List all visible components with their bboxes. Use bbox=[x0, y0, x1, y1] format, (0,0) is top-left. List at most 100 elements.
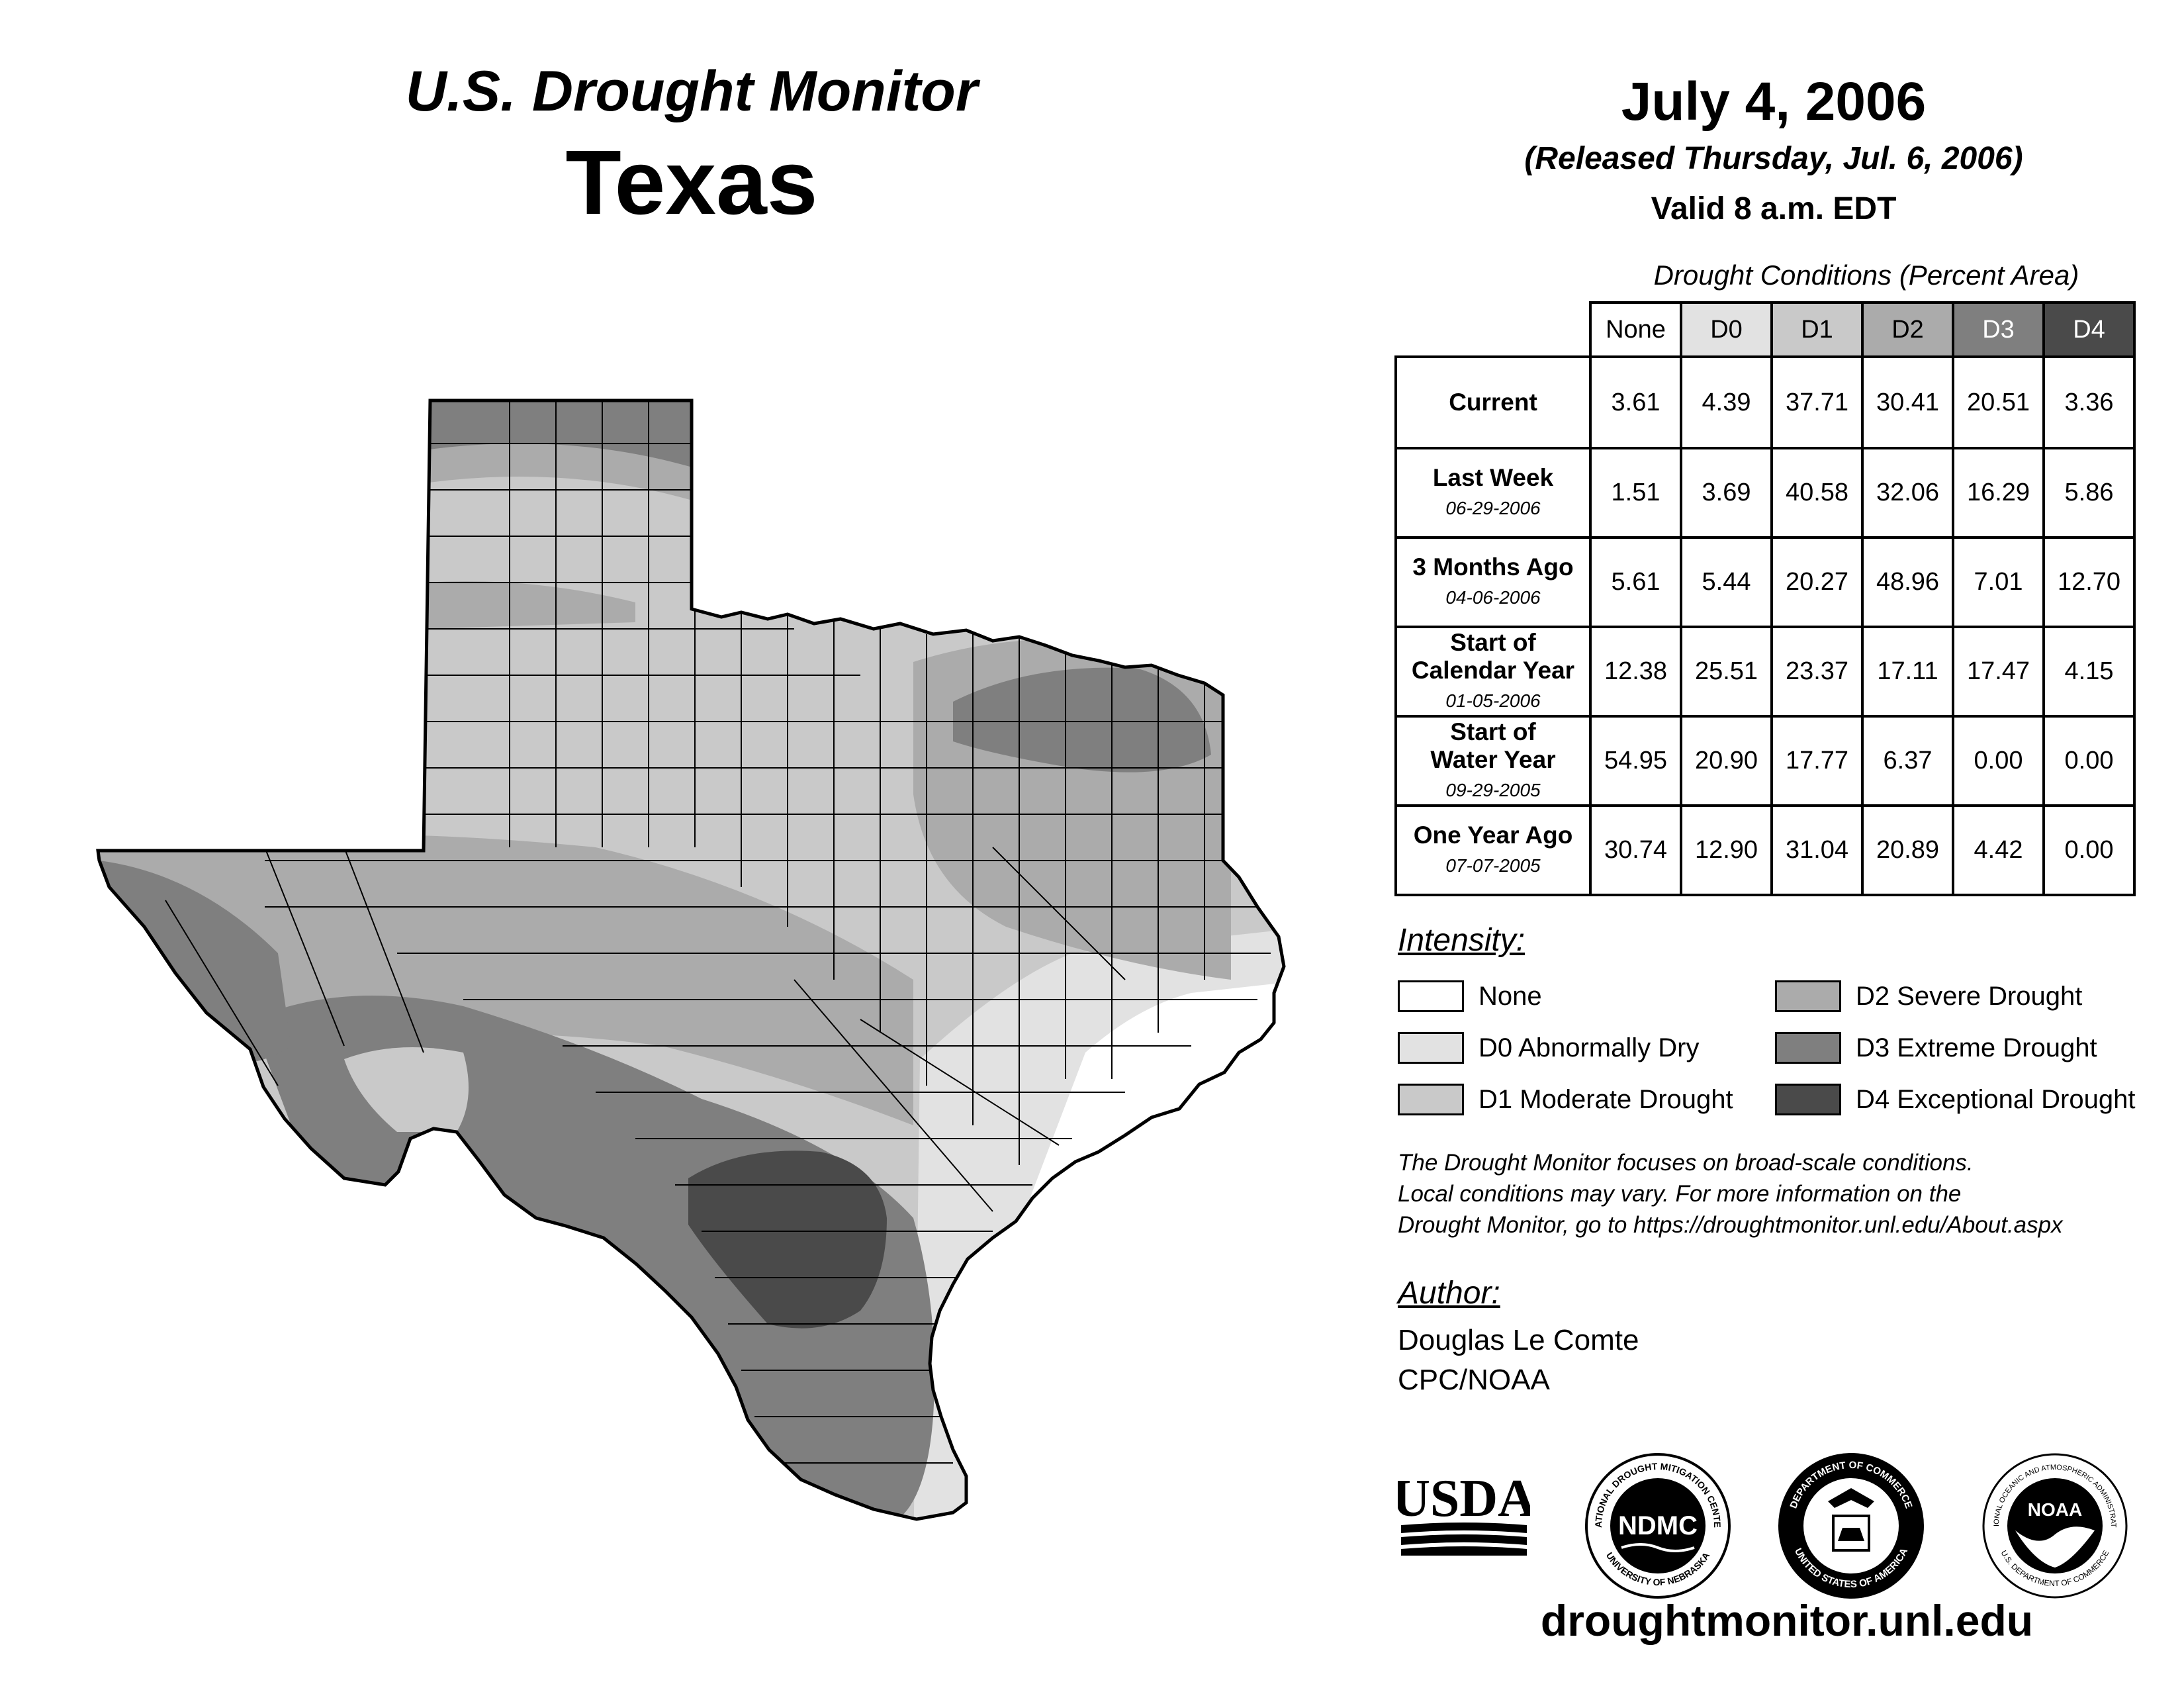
table-cell: 1.51 bbox=[1589, 447, 1682, 539]
legend-item-d2: D2 Severe Drought bbox=[1775, 978, 2082, 1014]
table-cell: 30.74 bbox=[1589, 804, 1682, 896]
author-name: Douglas Le Comte bbox=[1398, 1324, 1639, 1356]
table-cell: 37.71 bbox=[1770, 355, 1864, 449]
release-date: (Released Thursday, Jul. 6, 2006) bbox=[1524, 141, 2023, 176]
table-cell: 20.90 bbox=[1680, 715, 1773, 807]
table-cell: 6.37 bbox=[1861, 715, 1954, 807]
table-cell: 3.69 bbox=[1680, 447, 1773, 539]
legend-swatch bbox=[1775, 1084, 1841, 1115]
website-url: droughtmonitor.unl.edu bbox=[1540, 1596, 2034, 1645]
table-row-water-year: Start of Water Year 09-29-2005 54.95 20.90… bbox=[1394, 715, 2136, 807]
noaa-logo: NATIONAL OCEANIC AND ATMOSPHERIC ADMINIS… bbox=[1976, 1444, 2131, 1605]
table-header-row: None D0 D1 D2 D3 D4 bbox=[1396, 301, 2136, 358]
table-cell: 5.61 bbox=[1589, 536, 1682, 628]
row-label: Last Week 06-29-2006 bbox=[1394, 447, 1592, 539]
col-header-d3: D3 bbox=[1952, 301, 2045, 358]
texas-drought-map bbox=[0, 384, 1324, 1562]
legend-title: Intensity: bbox=[1398, 923, 1525, 958]
table-cell: 54.95 bbox=[1589, 715, 1682, 807]
table-cell: 25.51 bbox=[1680, 626, 1773, 718]
table-cell: 12.90 bbox=[1680, 804, 1773, 896]
row-label: Current bbox=[1394, 355, 1592, 449]
table-cell: 17.77 bbox=[1770, 715, 1864, 807]
author-title: Author: bbox=[1398, 1276, 1500, 1311]
table-cell: 0.00 bbox=[1952, 715, 2045, 807]
region-title: Texas bbox=[565, 132, 818, 234]
table-cell: 12.70 bbox=[2042, 536, 2136, 628]
stats-caption: Drought Conditions (Percent Area) bbox=[1653, 259, 2079, 291]
table-cell: 40.58 bbox=[1770, 447, 1864, 539]
table-row-one-year-ago: One Year Ago 07-07-2005 30.74 12.90 31.04… bbox=[1394, 804, 2136, 896]
county-lines-vertical bbox=[509, 400, 1205, 1165]
svg-text:NDMC: NDMC bbox=[1618, 1511, 1698, 1540]
table-row-3-months-ago: 3 Months Ago 04-06-2006 5.61 5.44 20.27 4… bbox=[1394, 536, 2136, 628]
col-header-d1: D1 bbox=[1770, 301, 1864, 358]
ndmc-logo: NATIONAL DROUGHT MITIGATION CENTER UNIVE… bbox=[1578, 1441, 1734, 1605]
row-label: Start of Water Year 09-29-2005 bbox=[1394, 715, 1592, 807]
d4-exceptional-area bbox=[688, 1150, 887, 1329]
table-cell: 20.51 bbox=[1952, 355, 2045, 449]
table-cell: 0.00 bbox=[2042, 804, 2136, 896]
d1-big-bend-pocket bbox=[344, 1047, 469, 1132]
d3-panhandle-top bbox=[424, 400, 702, 470]
svg-text:NOAA: NOAA bbox=[2028, 1499, 2082, 1520]
table-cell: 30.41 bbox=[1861, 355, 1954, 449]
legend-swatch bbox=[1775, 1032, 1841, 1064]
table-cell: 4.39 bbox=[1680, 355, 1773, 449]
legend-swatch bbox=[1775, 980, 1841, 1012]
date-block: July 4, 2006 (Released Thursday, Jul. 6,… bbox=[1443, 71, 2105, 229]
legend-item-d3: D3 Extreme Drought bbox=[1775, 1030, 2097, 1066]
table-cell: 0.00 bbox=[2042, 715, 2136, 807]
disclaimer-note: The Drought Monitor focuses on broad-sca… bbox=[1398, 1150, 2063, 1238]
table-cell: 23.37 bbox=[1770, 626, 1864, 718]
d2-panhandle-band bbox=[424, 581, 635, 629]
row-label: One Year Ago 07-07-2005 bbox=[1394, 804, 1592, 896]
table-row-calendar-year: Start of Calendar Year 01-05-2006 12.38 25… bbox=[1394, 626, 2136, 718]
legend-item-d0: D0 Abnormally Dry bbox=[1398, 1030, 1699, 1066]
table-cell: 17.11 bbox=[1861, 626, 1954, 718]
county-lines-horizontal bbox=[265, 443, 1271, 1464]
table-row-last-week: Last Week 06-29-2006 1.51 3.69 40.58 32.0… bbox=[1394, 447, 2136, 539]
table-row-current: Current 3.61 4.39 37.71 30.41 20.51 3.36 bbox=[1394, 355, 2136, 449]
table-cell: 31.04 bbox=[1770, 804, 1864, 896]
svg-text:USDA: USDA bbox=[1398, 1470, 1530, 1528]
table-cell: 16.29 bbox=[1952, 447, 2045, 539]
col-header-d4: D4 bbox=[2042, 301, 2136, 358]
county-lines-diagonal bbox=[165, 847, 1126, 1212]
table-cell: 4.42 bbox=[1952, 804, 2045, 896]
table-cell: 17.47 bbox=[1952, 626, 2045, 718]
col-header-d0: D0 bbox=[1680, 301, 1773, 358]
table-cell: 32.06 bbox=[1861, 447, 1954, 539]
row-label: 3 Months Ago 04-06-2006 bbox=[1394, 536, 1592, 628]
map-title: U.S. Drought Monitor Texas bbox=[251, 58, 1132, 236]
table-cell: 3.36 bbox=[2042, 355, 2136, 449]
legend-item-d4: D4 Exceptional Drought bbox=[1775, 1082, 2135, 1117]
col-header-none: None bbox=[1589, 301, 1682, 358]
legend-item-none: None bbox=[1398, 978, 1542, 1014]
county-lines bbox=[165, 400, 1271, 1464]
map-date: July 4, 2006 bbox=[1621, 71, 1927, 132]
valid-time: Valid 8 a.m. EDT bbox=[1651, 191, 1897, 226]
usda-logo: USDA bbox=[1392, 1464, 1536, 1560]
product-title: U.S. Drought Monitor bbox=[405, 60, 978, 123]
table-cell: 5.86 bbox=[2042, 447, 2136, 539]
legend-item-d1: D1 Moderate Drought bbox=[1398, 1082, 1733, 1117]
d3-northeast bbox=[953, 667, 1211, 773]
table-cell: 5.44 bbox=[1680, 536, 1773, 628]
d3-far-west bbox=[99, 861, 291, 1062]
table-cell: 48.96 bbox=[1861, 536, 1954, 628]
legend-swatch bbox=[1398, 980, 1464, 1012]
row-label: Start of Calendar Year 01-05-2006 bbox=[1394, 626, 1592, 718]
legend-swatch bbox=[1398, 1032, 1464, 1064]
drought-areas bbox=[98, 400, 1284, 1519]
drought-stats-table: None D0 D1 D2 D3 D4 Current 3.61 4.39 37… bbox=[1394, 301, 2136, 896]
table-cell: 20.89 bbox=[1861, 804, 1954, 896]
table-cell: 12.38 bbox=[1589, 626, 1682, 718]
author-org: CPC/NOAA bbox=[1398, 1364, 1550, 1396]
legend-swatch bbox=[1398, 1084, 1464, 1115]
table-cell: 20.27 bbox=[1770, 536, 1864, 628]
table-cell: 7.01 bbox=[1952, 536, 2045, 628]
table-cell: 4.15 bbox=[2042, 626, 2136, 718]
table-corner bbox=[1396, 303, 1590, 358]
commerce-seal: DEPARTMENT OF COMMERCE UNITED STATES OF … bbox=[1775, 1450, 1927, 1605]
